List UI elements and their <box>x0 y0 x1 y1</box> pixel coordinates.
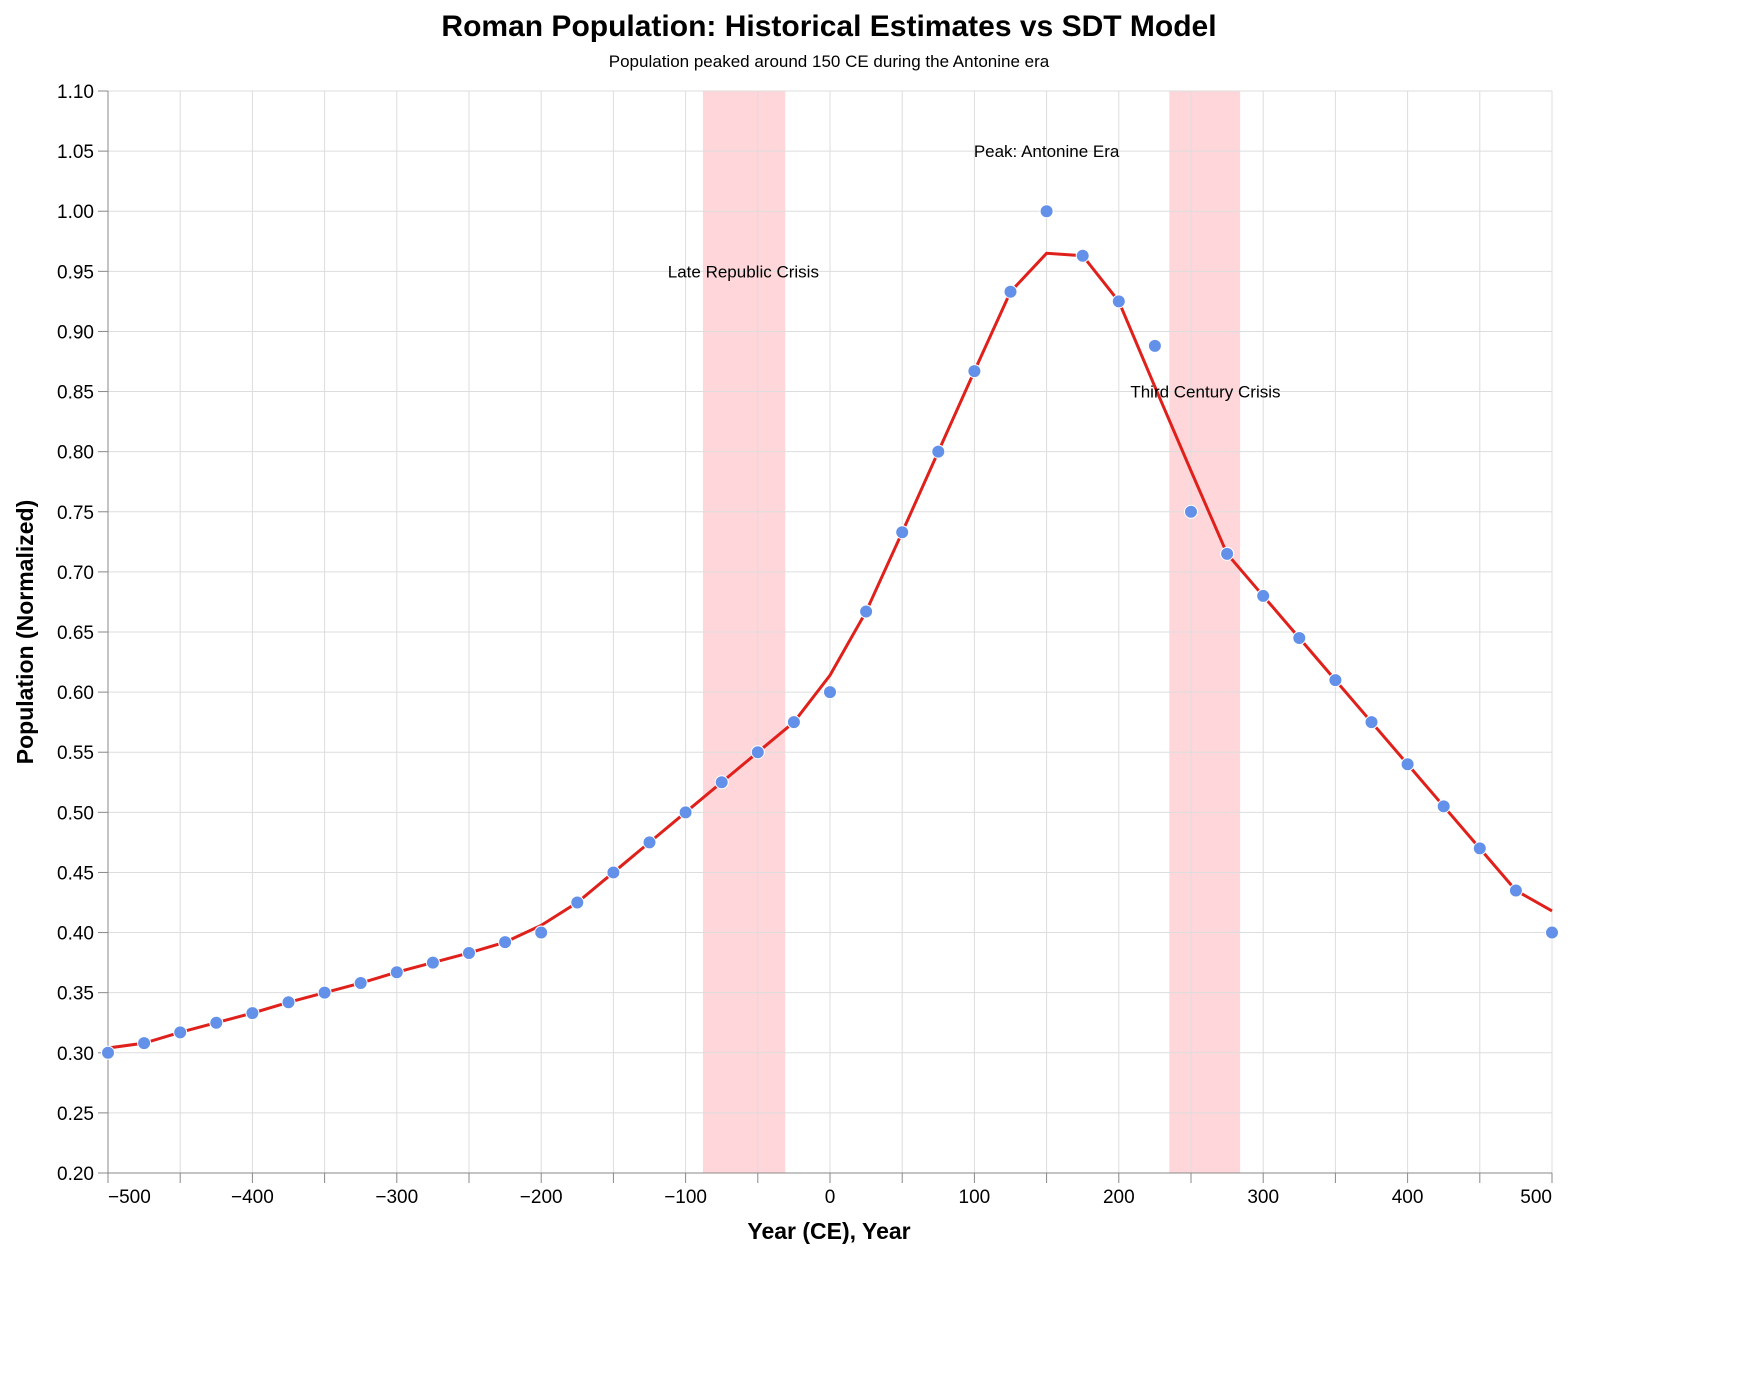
data-point <box>570 895 585 910</box>
y-tick-label: 1.10 <box>57 82 94 103</box>
annotation-label: Peak: Antonine Era <box>974 142 1120 161</box>
data-point <box>173 1025 188 1040</box>
y-tick-label: 0.95 <box>57 262 94 283</box>
data-point <box>1328 673 1343 688</box>
data-point <box>931 444 946 459</box>
data-point <box>1039 204 1054 219</box>
data-point <box>137 1036 152 1051</box>
y-tick-label: 0.35 <box>57 984 94 1005</box>
data-point <box>678 805 693 820</box>
marks-layer <box>101 204 1559 1060</box>
y-tick-label: 0.40 <box>57 924 94 945</box>
data-point <box>1220 546 1235 561</box>
x-tick-label: 200 <box>1103 1187 1135 1208</box>
data-point <box>859 604 874 619</box>
data-point <box>209 1015 224 1030</box>
data-point <box>1364 715 1379 730</box>
x-tick-label: 100 <box>959 1187 991 1208</box>
data-point <box>642 835 657 850</box>
data-point <box>1545 925 1559 940</box>
data-point <box>823 685 837 700</box>
x-tick-label: −200 <box>520 1187 563 1208</box>
y-tick-label: 0.25 <box>57 1104 94 1125</box>
data-point <box>389 965 404 980</box>
x-tick-label: −300 <box>375 1187 418 1208</box>
annotations-layer: Late Republic Crisis Peak: Antonine Era Th… <box>668 142 1281 401</box>
y-tick-label: 0.70 <box>57 563 94 584</box>
y-tick-label: 0.80 <box>57 443 94 464</box>
y-tick-label: 1.00 <box>57 202 94 223</box>
y-tick-label: 0.65 <box>57 623 94 644</box>
axes-layer: 0.20 0.25 0.30 0.35 0.40 0.45 0.50 0.55 0.60 0.65… <box>57 82 1553 1208</box>
model-line <box>107 251 1553 1050</box>
data-point <box>281 995 296 1010</box>
x-tick-label: −400 <box>231 1187 274 1208</box>
data-point <box>1075 248 1090 263</box>
x-tick-label: −500 <box>108 1187 151 1208</box>
chart-title: Roman Population: Historical Estimates v… <box>441 10 1216 43</box>
y-tick-label: 1.05 <box>57 142 94 163</box>
y-tick-label: 0.90 <box>57 322 94 343</box>
y-tick-label: 0.75 <box>57 503 94 524</box>
x-tick-label: 300 <box>1247 1187 1279 1208</box>
data-point <box>1400 757 1415 772</box>
data-point <box>425 955 440 970</box>
y-axis-title: Population (Normalized) <box>12 500 38 765</box>
data-point <box>101 1045 115 1060</box>
y-tick-label: 0.85 <box>57 383 94 404</box>
annotation-label: Third Century Crisis <box>1130 383 1280 402</box>
x-tick-label: −100 <box>664 1187 707 1208</box>
data-point <box>967 364 982 379</box>
data-point <box>1184 504 1198 519</box>
x-tick-label: 500 <box>1520 1187 1552 1208</box>
data-point <box>1147 338 1162 353</box>
data-point <box>1256 588 1271 603</box>
y-tick-label: 0.55 <box>57 743 94 764</box>
data-point <box>245 1006 260 1021</box>
chart-subtitle: Population peaked around 150 CE during t… <box>609 52 1050 71</box>
data-point <box>1508 883 1523 898</box>
data-point <box>750 745 765 760</box>
y-tick-label: 0.30 <box>57 1044 94 1065</box>
data-point <box>606 865 621 880</box>
data-point <box>462 945 476 960</box>
annotation-label: Late Republic Crisis <box>668 262 819 281</box>
data-point <box>353 976 368 991</box>
data-point <box>498 935 513 950</box>
data-point <box>895 525 910 540</box>
data-point <box>1003 284 1018 299</box>
data-point <box>317 985 332 1000</box>
y-tick-label: 0.20 <box>57 1164 94 1185</box>
y-tick-label: 0.50 <box>57 803 94 824</box>
data-point <box>786 715 801 730</box>
x-tick-label: 400 <box>1392 1187 1424 1208</box>
data-point <box>1436 799 1451 814</box>
grid-layer <box>107 90 1553 1174</box>
data-point <box>1111 294 1126 309</box>
y-tick-label: 0.60 <box>57 683 94 704</box>
data-point <box>534 925 549 940</box>
data-point <box>1292 631 1307 646</box>
data-point <box>1472 841 1487 856</box>
x-tick-label: 0 <box>825 1187 836 1208</box>
x-axis-title: Year (CE), Year <box>747 1218 910 1244</box>
y-tick-label: 0.45 <box>57 863 94 884</box>
data-point <box>714 775 729 790</box>
